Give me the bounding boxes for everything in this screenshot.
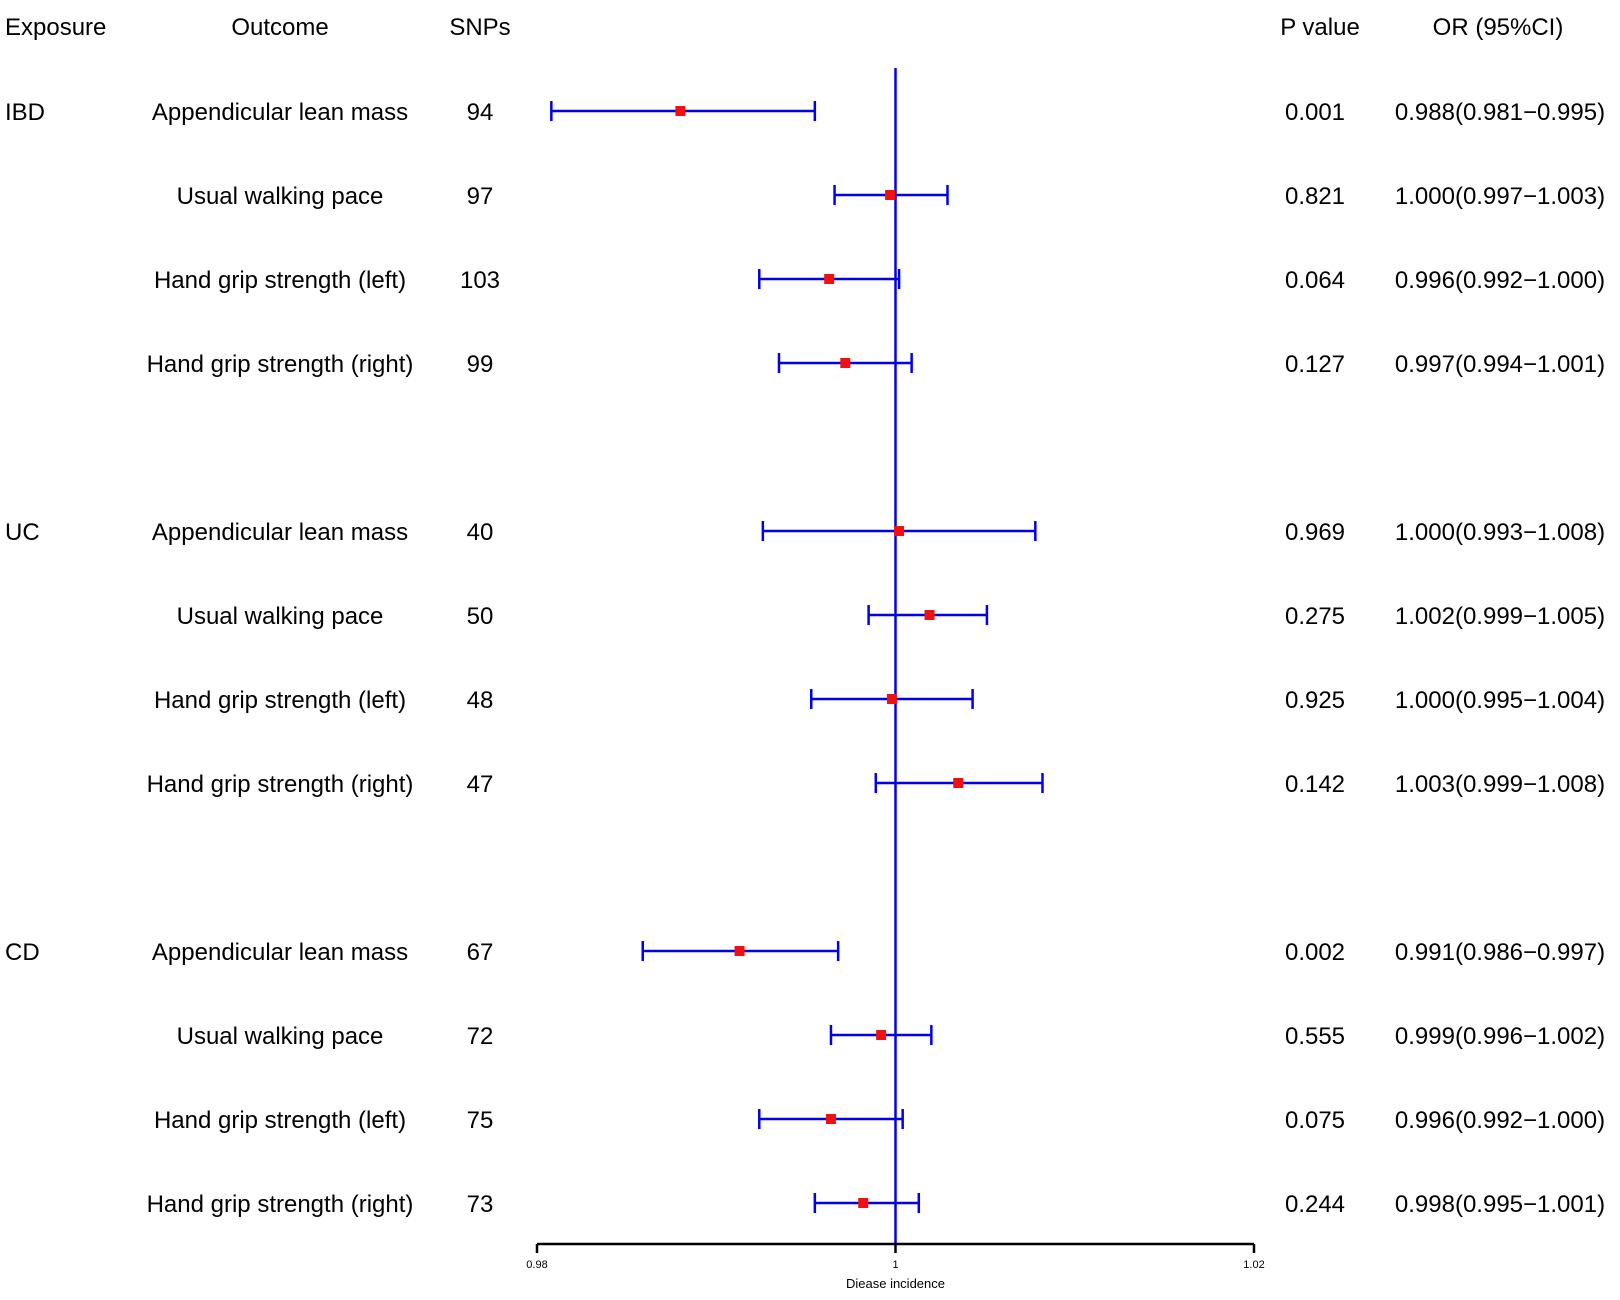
header-exposure: Exposure [5,14,106,41]
snps-value: 94 [467,99,494,126]
x-axis-ticks: 0.98 1 1.02 [526,1244,1265,1271]
point-estimate [734,946,745,956]
pvalue-value: 0.075 [1285,1107,1345,1134]
snps-value: 67 [467,939,494,966]
header-snps: SNPs [449,14,510,41]
exposure-label: UC [5,519,40,546]
outcome-label: Usual walking pace [177,183,384,210]
point-estimate [953,778,964,788]
header-outcome: Outcome [231,14,328,41]
table-row: Hand grip strength (right) 47 0.142 1.003(0… [147,771,1605,798]
header-pvalue: P value [1280,14,1360,41]
pvalue-value: 0.275 [1285,603,1345,630]
snps-value: 40 [467,519,494,546]
point-estimate [840,358,851,368]
or-ci-value: 1.000(0.993−1.008) [1395,519,1605,546]
point-estimate [824,274,835,284]
pvalue-value: 0.127 [1285,351,1345,378]
pvalue-value: 0.001 [1285,99,1345,126]
column-headers: Exposure Outcome SNPs P value OR (95%CI) [5,14,1563,41]
table-row: Usual walking pace 50 0.275 1.002(0.999−1.0… [177,603,1605,630]
outcome-label: Appendicular lean mass [152,939,408,966]
point-estimate [924,610,935,620]
outcome-label: Appendicular lean mass [152,519,408,546]
point-estimate [885,190,896,200]
point-estimate [886,694,897,704]
outcome-label: Usual walking pace [177,603,384,630]
or-ci-value: 1.003(0.999−1.008) [1395,771,1605,798]
point-estimate [858,1198,869,1208]
snps-value: 75 [467,1107,494,1134]
point-estimate [825,1114,836,1124]
or-ci-value: 0.998(0.995−1.001) [1395,1191,1605,1218]
or-ci-value: 0.988(0.981−0.995) [1395,99,1605,126]
outcome-label: Hand grip strength (left) [154,687,406,714]
table-row: Usual walking pace 72 0.555 0.999(0.996−1.0… [177,1023,1605,1050]
table-row: Hand grip strength (left) 48 0.925 1.000(0.… [154,687,1605,714]
outcome-label: Usual walking pace [177,1023,384,1050]
pvalue-value: 0.064 [1285,267,1345,294]
outcome-label: Hand grip strength (right) [147,771,414,798]
table-row: CD Appendicular lean mass 67 0.002 0.991(0.9… [5,939,1605,966]
point-estimate [876,1030,887,1040]
outcome-label: Hand grip strength (right) [147,351,414,378]
header-or: OR (95%CI) [1433,14,1564,41]
outcome-label: Hand grip strength (right) [147,1191,414,1218]
point-estimate [894,526,905,536]
or-ci-value: 0.991(0.986−0.997) [1395,939,1605,966]
or-ci-value: 0.999(0.996−1.002) [1395,1023,1605,1050]
x-tick-label: 1.02 [1243,1259,1264,1271]
table-row: Hand grip strength (right) 73 0.244 0.998(0… [147,1191,1605,1218]
pvalue-value: 0.002 [1285,939,1345,966]
snps-value: 47 [467,771,494,798]
pvalue-value: 0.142 [1285,771,1345,798]
outcome-label: Hand grip strength (left) [154,267,406,294]
pvalue-value: 0.925 [1285,687,1345,714]
pvalue-value: 0.821 [1285,183,1345,210]
snps-value: 73 [467,1191,494,1218]
snps-value: 72 [467,1023,494,1050]
or-ci-value: 0.996(0.992−1.000) [1395,1107,1605,1134]
pvalue-value: 0.244 [1285,1191,1345,1218]
pvalue-value: 0.969 [1285,519,1345,546]
or-ci-value: 1.000(0.997−1.003) [1395,183,1605,210]
point-estimate [675,106,686,116]
snps-value: 97 [467,183,494,210]
forest-rows: IBD Appendicular lean mass 94 0.001 0.988(0.… [5,99,1605,1218]
or-ci-value: 0.997(0.994−1.001) [1395,351,1605,378]
outcome-label: Hand grip strength (left) [154,1107,406,1134]
snps-value: 48 [467,687,494,714]
outcome-label: Appendicular lean mass [152,99,408,126]
exposure-label: CD [5,939,40,966]
snps-value: 99 [467,351,494,378]
exposure-label: IBD [5,99,45,126]
or-ci-value: 1.002(0.999−1.005) [1395,603,1605,630]
x-axis-title: Diease incidence [846,1276,945,1291]
or-ci-value: 1.000(0.995−1.004) [1395,687,1605,714]
table-row: Usual walking pace 97 0.821 1.000(0.997−1.0… [177,183,1605,210]
or-ci-value: 0.996(0.992−1.000) [1395,267,1605,294]
x-tick-label: 0.98 [526,1259,547,1271]
table-row: UC Appendicular lean mass 40 0.969 1.000(0.9… [5,519,1605,546]
snps-value: 103 [460,267,500,294]
table-row: Hand grip strength (left) 75 0.075 0.996(0.… [154,1107,1605,1134]
table-row: IBD Appendicular lean mass 94 0.001 0.988(0.… [5,99,1605,126]
table-row: Hand grip strength (left) 103 0.064 0.996(0… [154,267,1605,294]
snps-value: 50 [467,603,494,630]
table-row: Hand grip strength (right) 99 0.127 0.997(0… [147,351,1605,378]
x-tick-label: 1 [892,1259,898,1271]
pvalue-value: 0.555 [1285,1023,1345,1050]
